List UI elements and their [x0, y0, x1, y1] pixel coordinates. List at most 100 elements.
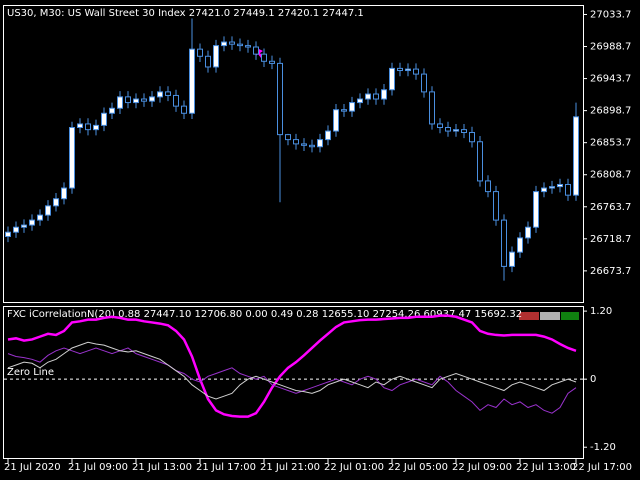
candle-body	[365, 93, 371, 100]
candle-body	[205, 55, 211, 68]
candle-body	[69, 127, 75, 189]
candle-body	[373, 93, 379, 100]
candle-body	[445, 127, 451, 132]
x-tick-label: 21 Jul 21:00	[260, 462, 320, 473]
candle-body	[189, 48, 195, 114]
x-tick-label: 22 Jul 09:00	[452, 462, 512, 473]
candle-body	[533, 191, 539, 228]
indicator-line	[7, 347, 577, 414]
candle-body	[261, 53, 267, 62]
candle-body	[461, 129, 467, 133]
candle-body	[525, 226, 531, 239]
candle-body	[573, 116, 579, 196]
indicator-title: FXC iCorrelationN(20) 0.88 27447.10 1270…	[7, 309, 522, 320]
candle-body	[277, 62, 283, 136]
candle-body	[317, 139, 323, 148]
candle-body	[437, 123, 443, 129]
candle-body	[413, 68, 419, 75]
candle-body	[37, 214, 43, 221]
candle-body	[549, 186, 555, 189]
candle-body	[197, 48, 203, 57]
indicator-pane-frame	[3, 306, 584, 459]
x-tick-label: 22 Jul 17:00	[572, 462, 632, 473]
candle-body	[565, 183, 571, 196]
y-tick-label: 26853.7	[590, 138, 631, 149]
x-tick-label: 22 Jul 13:00	[516, 462, 576, 473]
y-tick-label: 0	[590, 374, 596, 385]
candle-body	[309, 144, 315, 148]
x-tick-label: 22 Jul 05:00	[388, 462, 448, 473]
candle-body	[165, 91, 171, 96]
candle-body	[333, 109, 339, 132]
price-pane-frame	[3, 5, 584, 303]
candle-body	[101, 112, 107, 126]
indicator-line	[7, 341, 577, 400]
candle-body	[85, 123, 91, 131]
candle-body	[109, 107, 115, 114]
candle-body	[285, 134, 291, 141]
candle-body	[493, 191, 499, 221]
candle-body	[405, 68, 411, 72]
candle-body	[61, 187, 67, 200]
candle-body	[77, 123, 83, 129]
button-gray[interactable]	[540, 312, 560, 320]
button-red[interactable]	[519, 312, 539, 320]
candle-body	[517, 237, 523, 253]
y-tick-label: 26943.7	[590, 74, 631, 85]
y-tick-label: 26808.7	[590, 170, 631, 181]
candle-body	[53, 198, 59, 207]
candle-body	[349, 102, 355, 112]
candle-body	[237, 43, 243, 47]
candle-body	[477, 141, 483, 182]
candle-body	[397, 67, 403, 72]
candle-body	[125, 96, 131, 104]
candle-body	[181, 105, 187, 114]
candle-body	[45, 205, 51, 216]
chart-title: US30, M30: US Wall Street 30 Index 27421…	[7, 8, 364, 19]
x-tick-label: 21 Jul 2020	[4, 462, 61, 473]
candle-body	[149, 96, 155, 102]
candle-body	[133, 98, 139, 104]
candle-body	[325, 130, 331, 141]
candle-body	[341, 109, 347, 112]
x-tick-label: 22 Jul 01:00	[324, 462, 384, 473]
candle-body	[421, 73, 427, 93]
candle-body	[557, 183, 563, 188]
candle-body	[509, 251, 515, 267]
candle-body	[269, 60, 275, 64]
x-tick-label: 21 Jul 09:00	[68, 462, 128, 473]
candle-body	[501, 219, 507, 267]
candle-body	[213, 45, 219, 68]
indicator-line	[7, 314, 577, 418]
y-tick-label: 1.20	[590, 306, 612, 317]
y-tick-label: -1.20	[590, 442, 616, 453]
y-tick-label: 26898.7	[590, 106, 631, 117]
candle-body	[117, 96, 123, 109]
candle-body	[157, 91, 163, 98]
candle-body	[93, 124, 99, 131]
candle-body	[229, 41, 235, 45]
candle-body	[485, 180, 491, 193]
candle-body	[21, 224, 27, 228]
candle-body	[469, 131, 475, 143]
candle-body	[13, 226, 19, 233]
candle-body	[301, 143, 307, 146]
candle-body	[381, 89, 387, 100]
candle-body	[453, 129, 459, 132]
y-tick-label: 26763.7	[590, 202, 631, 213]
button-green[interactable]	[561, 312, 579, 320]
candle-body	[245, 45, 251, 48]
candle-body	[389, 67, 395, 91]
candle-body	[357, 98, 363, 104]
candle-body	[293, 139, 299, 145]
y-tick-label: 27033.7	[590, 9, 631, 20]
x-tick-label: 21 Jul 17:00	[196, 462, 256, 473]
candle-body	[5, 231, 11, 237]
y-tick-label: 26988.7	[590, 42, 631, 53]
zero-line-label: Zero Line	[7, 367, 54, 378]
candle-body	[253, 46, 259, 55]
candle-body	[173, 94, 179, 107]
candle-body	[221, 41, 227, 47]
